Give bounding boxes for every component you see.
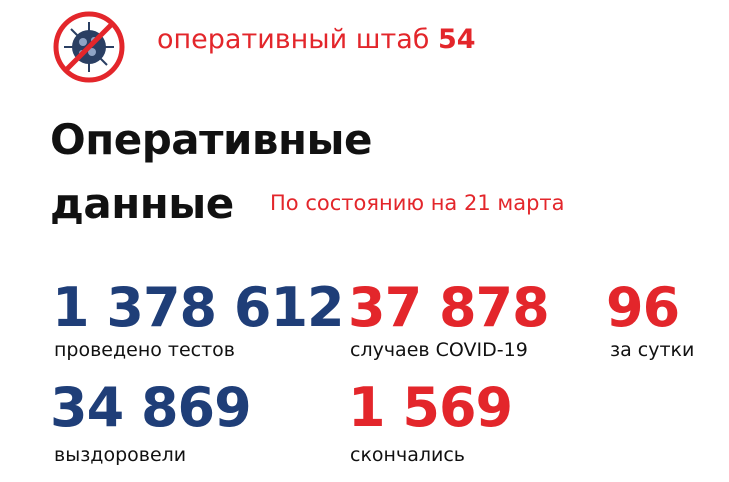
deaths-value: 1 569 xyxy=(348,376,513,439)
deaths-label: скончались xyxy=(350,444,465,466)
tests-value: 1 378 612 xyxy=(52,276,345,339)
date-label: По состоянию на 21 марта xyxy=(270,191,565,215)
recovered-label: выздоровели xyxy=(54,444,187,466)
header-title: оперативный штаб 54 xyxy=(157,24,476,55)
daily-label: за сутки xyxy=(610,339,695,361)
recovered-value: 34 869 xyxy=(50,376,252,439)
no-virus-icon xyxy=(53,11,125,83)
tests-label: проведено тестов xyxy=(54,339,236,361)
page-title: Оперативные данные xyxy=(50,115,372,228)
cases-label: случаев COVID-19 xyxy=(350,339,528,361)
daily-value: 96 xyxy=(606,276,680,339)
cases-value: 37 878 xyxy=(348,276,550,339)
